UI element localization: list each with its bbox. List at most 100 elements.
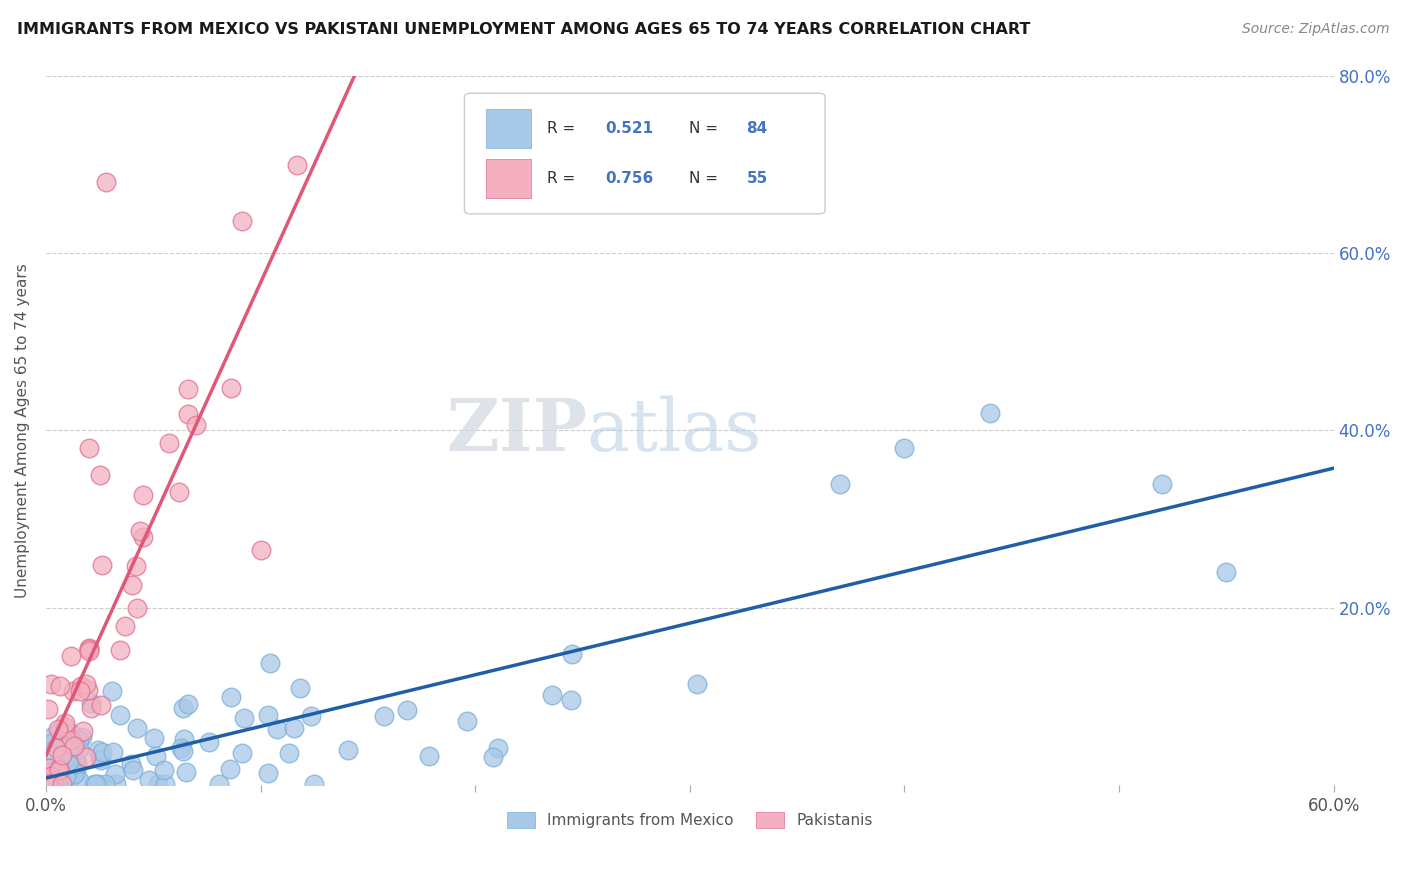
- Point: [560, 693, 582, 707]
- Point: [37, 777, 59, 791]
- Point: [46, 777, 69, 791]
- Point: [131, 488, 153, 502]
- Point: [686, 677, 709, 691]
- Point: [129, 524, 152, 539]
- FancyBboxPatch shape: [486, 159, 531, 198]
- Point: [145, 749, 167, 764]
- Point: [1215, 566, 1237, 580]
- Point: [37, 777, 59, 791]
- Point: [167, 484, 190, 499]
- Point: [108, 643, 131, 657]
- Point: [94, 777, 117, 791]
- Point: [42, 730, 65, 744]
- Point: [153, 777, 176, 791]
- Point: [138, 772, 160, 787]
- Text: Source: ZipAtlas.com: Source: ZipAtlas.com: [1241, 22, 1389, 37]
- Point: [51, 765, 73, 780]
- Point: [70, 731, 93, 745]
- Point: [146, 777, 169, 791]
- Point: [89, 467, 111, 482]
- Point: [170, 740, 193, 755]
- FancyBboxPatch shape: [464, 94, 825, 214]
- Point: [304, 777, 326, 791]
- Point: [177, 407, 200, 421]
- Point: [77, 682, 100, 697]
- Point: [69, 679, 91, 693]
- Point: [77, 643, 100, 657]
- Point: [249, 543, 271, 558]
- Point: [67, 741, 90, 756]
- Point: [69, 684, 91, 698]
- Point: [828, 476, 851, 491]
- Point: [121, 577, 143, 591]
- Point: [60, 759, 83, 773]
- Point: [45, 772, 67, 786]
- Point: [46, 777, 69, 791]
- Point: [38, 761, 60, 775]
- Point: [561, 647, 583, 661]
- Point: [208, 777, 231, 791]
- Text: N =: N =: [689, 171, 723, 186]
- Point: [979, 406, 1001, 420]
- Point: [38, 761, 60, 775]
- Point: [231, 214, 253, 228]
- Point: [65, 754, 87, 768]
- Text: 55: 55: [747, 171, 768, 186]
- Text: R =: R =: [547, 171, 581, 186]
- Legend: Immigrants from Mexico, Pakistanis: Immigrants from Mexico, Pakistanis: [501, 806, 879, 834]
- Text: 0.756: 0.756: [605, 171, 652, 186]
- Text: atlas: atlas: [586, 395, 762, 466]
- Point: [283, 722, 305, 736]
- Point: [58, 755, 80, 769]
- Point: [219, 690, 242, 704]
- Point: [1150, 476, 1173, 491]
- Point: [486, 741, 509, 756]
- Point: [51, 747, 73, 762]
- Point: [44, 777, 66, 791]
- Point: [257, 765, 280, 780]
- Point: [39, 777, 62, 791]
- Point: [48, 764, 70, 779]
- Point: [90, 753, 112, 767]
- Point: [456, 714, 478, 728]
- Point: [53, 720, 76, 734]
- Point: [105, 777, 128, 791]
- Text: ZIP: ZIP: [446, 395, 586, 466]
- Point: [288, 681, 311, 695]
- Point: [108, 707, 131, 722]
- Text: IMMIGRANTS FROM MEXICO VS PAKISTANI UNEMPLOYMENT AMONG AGES 65 TO 74 YEARS CORRE: IMMIGRANTS FROM MEXICO VS PAKISTANI UNEM…: [17, 22, 1031, 37]
- Point: [337, 743, 360, 757]
- Point: [89, 750, 111, 764]
- Point: [63, 767, 86, 781]
- Point: [373, 709, 395, 723]
- Point: [219, 762, 242, 776]
- Point: [48, 763, 70, 777]
- Point: [62, 684, 84, 698]
- Point: [259, 656, 281, 670]
- Point: [395, 703, 418, 717]
- Point: [41, 772, 63, 787]
- Point: [157, 436, 180, 450]
- Point: [231, 746, 253, 760]
- Point: [60, 649, 83, 664]
- Point: [114, 619, 136, 633]
- Point: [66, 757, 89, 772]
- Point: [37, 777, 59, 791]
- Point: [83, 777, 105, 791]
- Point: [60, 733, 83, 747]
- Point: [177, 697, 200, 711]
- Point: [80, 701, 103, 715]
- Point: [90, 698, 112, 713]
- Point: [541, 689, 564, 703]
- Point: [80, 696, 103, 710]
- Point: [152, 764, 174, 778]
- Point: [49, 723, 72, 738]
- Point: [53, 716, 76, 731]
- Point: [90, 558, 112, 572]
- Point: [186, 418, 208, 433]
- Point: [101, 745, 124, 759]
- Point: [58, 773, 80, 788]
- Point: [125, 558, 148, 573]
- Point: [101, 684, 124, 698]
- Point: [176, 764, 198, 779]
